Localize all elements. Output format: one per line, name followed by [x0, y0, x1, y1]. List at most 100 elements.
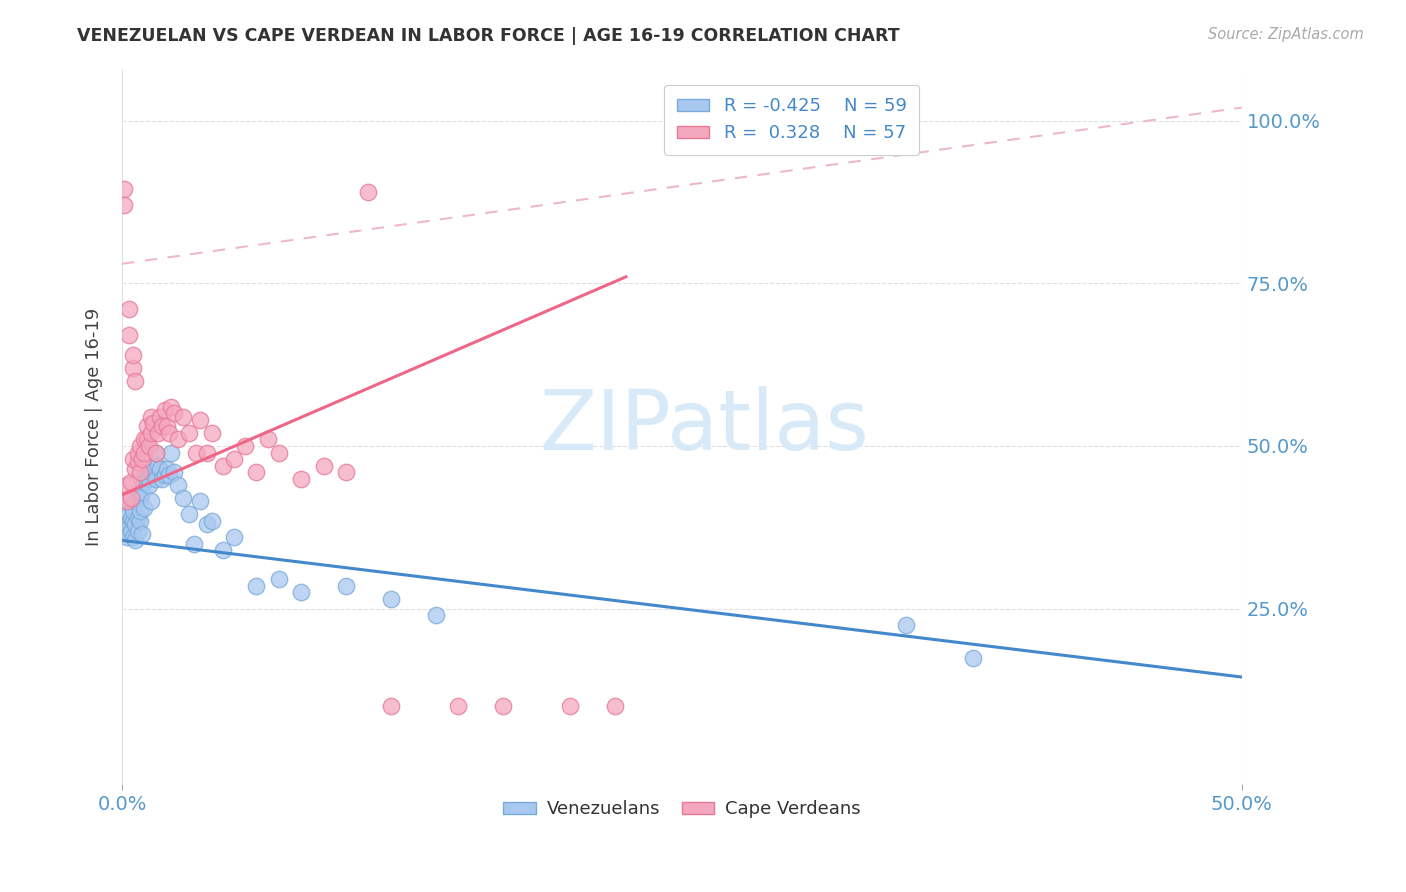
Point: [131, 526, 153, 541]
Point: [380, 699, 402, 714]
Point: [112, 198, 135, 212]
Point: [115, 517, 138, 532]
Point: [157, 468, 180, 483]
Point: [335, 465, 357, 479]
Point: [149, 409, 172, 424]
Point: [150, 419, 173, 434]
Point: [120, 498, 142, 512]
Point: [290, 471, 312, 485]
Point: [118, 526, 141, 541]
Point: [157, 425, 180, 440]
Point: [141, 409, 163, 424]
Point: [115, 494, 138, 508]
Point: [211, 458, 233, 473]
Point: [127, 455, 149, 469]
Point: [138, 439, 160, 453]
Point: [172, 409, 194, 424]
Point: [603, 699, 626, 714]
Point: [290, 585, 312, 599]
Point: [145, 445, 167, 459]
Point: [129, 504, 152, 518]
Point: [135, 465, 157, 479]
Point: [245, 465, 267, 479]
Point: [162, 407, 184, 421]
Point: [179, 425, 201, 440]
Point: [124, 517, 146, 532]
Point: [149, 462, 172, 476]
Point: [141, 425, 163, 440]
Point: [134, 445, 156, 459]
Point: [195, 517, 218, 532]
Point: [256, 433, 278, 447]
Point: [195, 445, 218, 459]
Point: [118, 508, 141, 522]
Point: [172, 491, 194, 505]
Point: [120, 524, 142, 538]
Point: [124, 462, 146, 476]
Point: [558, 699, 581, 714]
Point: [118, 328, 141, 343]
Point: [335, 579, 357, 593]
Point: [962, 650, 984, 665]
Point: [122, 348, 145, 362]
Point: [127, 445, 149, 459]
Point: [138, 478, 160, 492]
Point: [153, 468, 176, 483]
Point: [112, 520, 135, 534]
Point: [894, 618, 917, 632]
Point: [135, 419, 157, 434]
Point: [145, 445, 167, 459]
Point: [129, 465, 152, 479]
Point: [134, 500, 156, 515]
Point: [129, 439, 152, 453]
Point: [201, 425, 224, 440]
Point: [211, 543, 233, 558]
Point: [118, 520, 141, 534]
Point: [135, 433, 157, 447]
Point: [380, 591, 402, 606]
Point: [156, 462, 179, 476]
Legend: Venezuelans, Cape Verdeans: Venezuelans, Cape Verdeans: [496, 793, 868, 825]
Point: [134, 433, 156, 447]
Point: [129, 491, 152, 505]
Point: [120, 475, 142, 489]
Point: [112, 182, 135, 196]
Point: [146, 425, 169, 440]
Point: [190, 494, 212, 508]
Point: [222, 530, 245, 544]
Point: [245, 579, 267, 593]
Point: [122, 504, 145, 518]
Point: [120, 510, 142, 524]
Point: [122, 360, 145, 375]
Point: [267, 445, 290, 459]
Point: [146, 458, 169, 473]
Point: [134, 475, 156, 489]
Point: [357, 185, 380, 199]
Point: [120, 491, 142, 505]
Point: [201, 514, 224, 528]
Point: [127, 510, 149, 524]
Point: [447, 699, 470, 714]
Point: [118, 302, 141, 317]
Point: [179, 508, 201, 522]
Point: [129, 514, 152, 528]
Point: [122, 530, 145, 544]
Point: [153, 403, 176, 417]
Point: [127, 488, 149, 502]
Point: [190, 413, 212, 427]
Point: [115, 530, 138, 544]
Text: VENEZUELAN VS CAPE VERDEAN IN LABOR FORCE | AGE 16-19 CORRELATION CHART: VENEZUELAN VS CAPE VERDEAN IN LABOR FORC…: [77, 27, 900, 45]
Point: [138, 471, 160, 485]
Point: [160, 445, 183, 459]
Y-axis label: In Labor Force | Age 16-19: In Labor Force | Age 16-19: [86, 308, 103, 546]
Point: [233, 439, 256, 453]
Text: Source: ZipAtlas.com: Source: ZipAtlas.com: [1208, 27, 1364, 42]
Point: [124, 533, 146, 548]
Point: [183, 536, 205, 550]
Point: [127, 524, 149, 538]
Point: [122, 452, 145, 467]
Point: [162, 465, 184, 479]
Point: [141, 494, 163, 508]
Point: [145, 471, 167, 485]
Point: [124, 494, 146, 508]
